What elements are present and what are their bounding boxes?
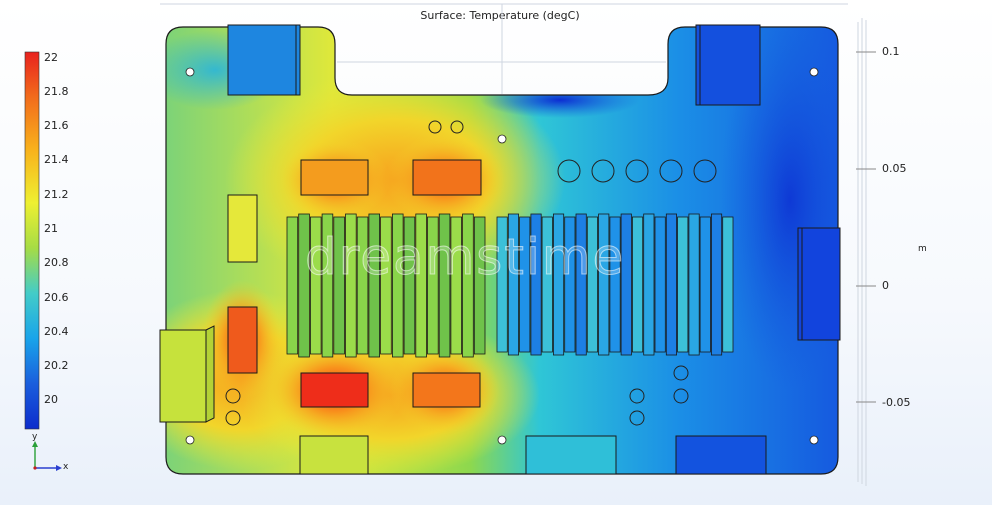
y-axis-tick: 0.1: [882, 45, 900, 58]
board-outline: [165, 26, 839, 475]
axis-triad: [32, 441, 62, 471]
colorbar-tick: 21.4: [44, 153, 69, 166]
heatsink-fin: [473, 216, 486, 355]
heatsink-fin: [507, 213, 519, 356]
chip-6: [227, 306, 258, 374]
colorbar-tick: 20.4: [44, 325, 69, 338]
colorbar-tick: 21: [44, 222, 58, 235]
chip-3: [300, 372, 369, 408]
colorbar-tick: 21.2: [44, 188, 69, 201]
heatsink-fin: [403, 216, 416, 355]
heatsink-fin: [665, 213, 677, 356]
heatsink-fin: [427, 216, 439, 355]
heatsink-fin: [699, 216, 711, 353]
heatsink-fin: [553, 213, 565, 356]
heatsink-left: [286, 213, 486, 358]
heatsink-fin: [286, 216, 299, 355]
heatsink-fin: [654, 216, 666, 353]
bottom-connector-1: [299, 435, 369, 475]
triad-x-label: x: [63, 462, 69, 472]
right-axis-ticks: [856, 51, 876, 403]
chip-2: [412, 159, 482, 196]
heatsink-fin: [632, 216, 644, 353]
bottom-connector-3: [675, 435, 767, 475]
heatsink-fin: [609, 216, 621, 353]
components: [159, 24, 841, 475]
heatsink-fin: [356, 216, 369, 355]
heatsink-fin: [462, 213, 474, 358]
heatsink-fin: [438, 213, 451, 358]
heatsink-fin: [380, 216, 392, 355]
heatsink-fin: [688, 213, 700, 356]
colorbar-tick: 21.8: [44, 85, 69, 98]
colorbar-tick: 20.2: [44, 359, 69, 372]
heatsink-fin: [415, 213, 427, 358]
axis-unit-label: m: [918, 244, 927, 254]
heatsink-fin: [643, 213, 655, 356]
background-grid: [160, 3, 867, 486]
heatsink-fin: [722, 216, 734, 353]
heatsink-fin: [564, 216, 576, 353]
colorbar-tick: 20: [44, 393, 58, 406]
heatsink-fin: [309, 216, 322, 355]
heatsink-fin: [298, 213, 310, 358]
heatsink-fin: [333, 216, 345, 355]
mounting-holes: [185, 67, 819, 445]
heatsink-fin: [345, 213, 357, 358]
heatsink-fin: [586, 216, 598, 353]
heatsink-fin: [391, 213, 404, 358]
top-right-connector: [695, 24, 761, 106]
side-connector-right: [797, 227, 841, 341]
side-connector-left: [159, 329, 207, 423]
heatsink-fin: [519, 216, 531, 353]
chip-4: [412, 372, 481, 408]
top-left-connector: [227, 24, 301, 96]
heatsink-fin: [541, 216, 553, 353]
heatsink-fin: [677, 216, 689, 353]
heatsink-fin: [496, 216, 508, 353]
heatsink-fin: [321, 213, 334, 358]
heatsink-fin: [530, 213, 542, 356]
heatsink-fin: [711, 213, 723, 356]
heatsink-fin: [575, 213, 587, 356]
heatsink-right: [496, 213, 734, 356]
plot-title: Surface: Temperature (degC): [420, 9, 580, 22]
y-axis-tick: 0: [882, 279, 889, 292]
chip-5: [227, 194, 258, 263]
colorbar-tick: 20.6: [44, 291, 69, 304]
heatsink-fin: [450, 216, 462, 355]
heatsink-fin: [620, 213, 632, 356]
colorbar-tick: 20.8: [44, 256, 69, 269]
bottom-connector-2: [525, 435, 617, 475]
colorbar-tick: 21.6: [44, 119, 69, 132]
capacitors: [225, 120, 717, 426]
colorbar: [24, 51, 40, 430]
triad-y-label: y: [32, 432, 38, 442]
y-axis-tick: -0.05: [882, 396, 911, 409]
heatsink-fin: [368, 213, 380, 358]
chip-1: [300, 159, 369, 196]
colorbar-tick: 22: [44, 51, 58, 64]
y-axis-tick: 0.05: [882, 162, 907, 175]
heatsink-fin: [598, 213, 610, 356]
